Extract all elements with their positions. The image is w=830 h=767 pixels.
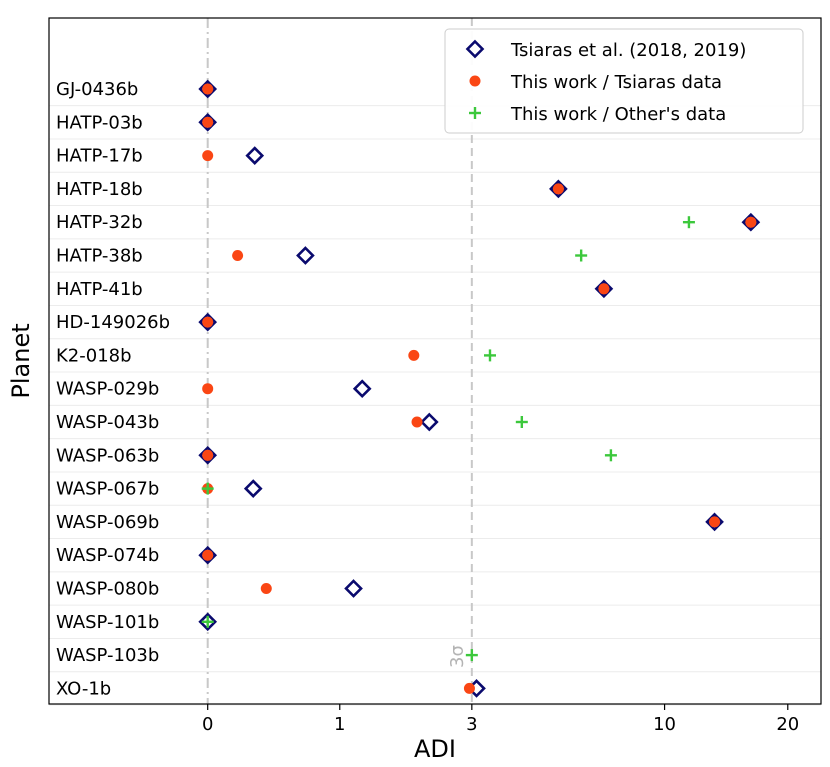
tsiaras-point: [594, 279, 614, 299]
legend: Tsiaras et al. (2018, 2019) This work / T…: [444, 28, 804, 134]
planet-label: K2-018b: [56, 345, 132, 366]
reference-lines: 3σ: [206, 18, 473, 704]
tsiaras-point: [245, 146, 265, 165]
tsiaras-point: [419, 412, 439, 432]
y-axis-title: Planet: [7, 323, 35, 398]
data-markers: [198, 79, 761, 698]
tsiaras-point: [296, 246, 315, 265]
tsiaras-point: [705, 512, 724, 532]
planet-label: WASP-101b: [56, 612, 159, 633]
legend-label: This work / Tsiaras data: [510, 72, 722, 93]
x-axis-title: ADI: [414, 735, 456, 763]
legend-marker-this-work-other: [469, 107, 481, 119]
planet-label: HATP-17b: [56, 146, 143, 167]
tsiaras-point: [198, 79, 218, 99]
planet-label: HATP-38b: [56, 246, 143, 267]
this-work-tsiaras-point: [202, 449, 214, 461]
this-work-other-point: [465, 649, 478, 662]
x-tick-label: 20: [776, 714, 799, 735]
x-axis-ticks: 0 1 3 10 20: [202, 704, 799, 735]
legend-marker-this-work-tsiaras: [469, 75, 481, 87]
this-work-tsiaras-point: [411, 416, 423, 428]
planet-label: HATP-32b: [56, 212, 143, 233]
this-work-tsiaras-point: [552, 183, 564, 195]
planet-labels: GJ-0436b HATP-03b HATP-17b HATP-18b HATP-32b…: [56, 79, 170, 699]
this-work-tsiaras-point: [202, 549, 214, 561]
planet-label: WASP-069b: [56, 512, 159, 533]
this-work-tsiaras-point: [260, 583, 272, 594]
this-work-tsiaras-point: [745, 216, 757, 228]
x-tick-label: 10: [653, 714, 676, 735]
row-gridlines: [49, 105, 821, 706]
this-work-other-point: [575, 249, 588, 262]
this-work-other-point: [515, 416, 528, 428]
this-work-tsiaras-point: [598, 283, 610, 295]
tsiaras-point: [344, 579, 363, 598]
planet-label: HATP-18b: [56, 179, 143, 200]
tsiaras-point: [198, 545, 218, 565]
this-work-other-point: [483, 349, 496, 362]
planet-label: HATP-41b: [56, 279, 143, 300]
planet-label: HD-149026b: [56, 312, 170, 333]
legend-box: [444, 28, 804, 134]
tsiaras-point: [198, 112, 218, 132]
tsiaras-point: [198, 445, 218, 465]
this-work-other-point: [682, 216, 695, 229]
x-tick-label: 3: [466, 714, 477, 735]
tsiaras-point: [198, 612, 218, 632]
x-tick-label: 1: [334, 714, 345, 735]
planet-label: GJ-0436b: [56, 79, 138, 100]
this-work-tsiaras-point: [709, 516, 721, 528]
planet-label: WASP-080b: [56, 579, 159, 600]
tsiaras-point: [741, 212, 761, 232]
this-work-tsiaras-point: [202, 383, 214, 395]
tsiaras-point: [352, 379, 372, 399]
tsiaras-point: [243, 479, 263, 498]
tsiaras-point: [549, 179, 568, 199]
planet-label: WASP-043b: [56, 412, 159, 433]
planet-label: WASP-063b: [56, 445, 159, 466]
planet-label: XO-1b: [56, 678, 111, 699]
x-tick-label: 0: [202, 714, 213, 735]
tsiaras-point: [198, 312, 218, 332]
three-sigma-label: 3σ: [447, 645, 468, 668]
planet-label: WASP-067b: [56, 479, 159, 500]
this-work-tsiaras-point: [463, 682, 475, 694]
this-work-tsiaras-point: [202, 116, 214, 128]
planet-label: HATP-03b: [56, 112, 143, 133]
legend-label: This work / Other's data: [510, 104, 726, 125]
legend-marker-tsiaras: [465, 39, 485, 59]
this-work-tsiaras-point: [202, 83, 214, 95]
this-work-tsiaras-point: [202, 150, 214, 162]
this-work-tsiaras-point: [408, 349, 420, 361]
planet-label: WASP-103b: [56, 645, 159, 666]
this-work-other-point: [201, 615, 214, 628]
this-work-tsiaras-point: [232, 250, 244, 261]
planet-label: WASP-074b: [56, 545, 159, 566]
this-work-tsiaras-point: [202, 316, 214, 328]
this-work-other-point: [604, 449, 617, 462]
legend-label: Tsiaras et al. (2018, 2019): [510, 40, 746, 61]
plot-frame: [48, 17, 822, 705]
planet-label: WASP-029b: [56, 379, 159, 400]
this-work-other-point: [201, 482, 214, 495]
